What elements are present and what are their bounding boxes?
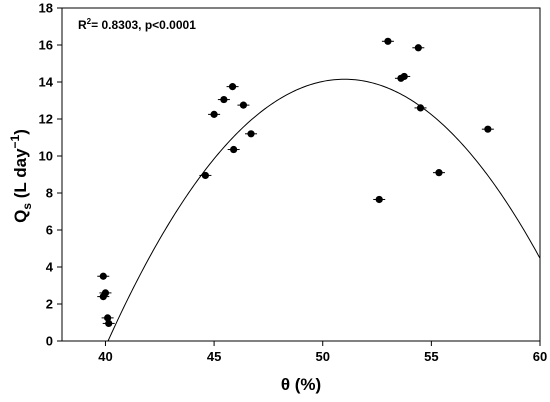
data-point — [484, 125, 492, 133]
y-tick-label: 18 — [39, 1, 53, 16]
data-point — [400, 72, 408, 81]
data-point — [230, 145, 238, 154]
x-tick-label: 45 — [207, 349, 221, 364]
data-point — [105, 319, 113, 328]
data-points — [97, 37, 494, 328]
plot-border — [61, 7, 541, 342]
y-tick-label: 10 — [39, 149, 53, 164]
x-axis-title: θ (%) — [281, 375, 321, 394]
y-tick-label: 4 — [46, 260, 54, 275]
r-squared-annotation: R2= 0.8303, p<0.0001 — [78, 17, 196, 32]
x-tick-label: 55 — [424, 349, 438, 364]
y-tick-label: 14 — [39, 75, 54, 90]
y-tick-label: 2 — [46, 297, 53, 312]
data-point — [99, 272, 107, 280]
plot-area — [61, 7, 541, 342]
data-point — [239, 101, 248, 109]
data-point — [210, 110, 218, 118]
data-point — [99, 293, 107, 301]
y-tick-label: 0 — [46, 334, 53, 349]
data-point — [416, 104, 425, 112]
data-point — [384, 37, 392, 45]
x-tick-label: 60 — [533, 349, 547, 364]
data-point — [228, 83, 237, 91]
data-point — [435, 169, 443, 177]
x-tick-label: 50 — [315, 349, 329, 364]
y-axis-title: Qs (L day−1) — [8, 129, 34, 223]
data-point — [247, 130, 255, 138]
data-point — [201, 171, 209, 180]
data-point — [375, 195, 383, 204]
axis-ticks: 40 45 50 55 60 0 2 4 6 8 10 12 14 16 18 — [39, 1, 548, 365]
y-tick-label: 16 — [39, 38, 53, 53]
fit-curve-layer — [107, 78, 541, 342]
quadratic-fit-line — [107, 78, 541, 342]
x-tick-label: 40 — [98, 349, 112, 364]
y-tick-label: 8 — [46, 186, 53, 201]
data-point — [220, 95, 228, 104]
y-tick-label: 12 — [39, 112, 53, 127]
y-tick-label: 6 — [46, 223, 53, 238]
data-point — [104, 314, 112, 322]
data-point — [414, 44, 422, 52]
